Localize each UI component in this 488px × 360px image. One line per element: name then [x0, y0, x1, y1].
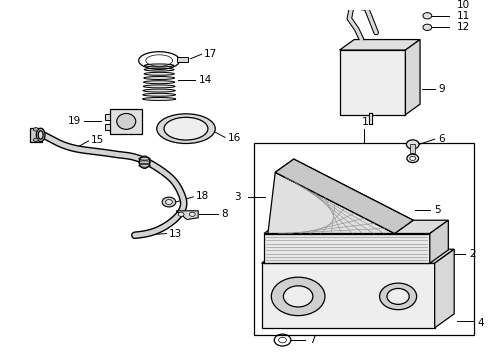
- Circle shape: [271, 277, 325, 316]
- Ellipse shape: [144, 64, 173, 67]
- Ellipse shape: [144, 72, 174, 75]
- Circle shape: [165, 199, 172, 204]
- Circle shape: [422, 13, 431, 19]
- Ellipse shape: [142, 98, 175, 100]
- Circle shape: [406, 140, 418, 149]
- Text: 12: 12: [456, 22, 469, 32]
- Polygon shape: [339, 40, 419, 50]
- Text: 16: 16: [227, 134, 240, 143]
- Text: 15: 15: [91, 135, 104, 145]
- Bar: [177, 57, 187, 62]
- Circle shape: [178, 212, 183, 216]
- Ellipse shape: [38, 131, 43, 139]
- Polygon shape: [176, 211, 198, 220]
- Ellipse shape: [157, 114, 215, 144]
- Ellipse shape: [143, 89, 175, 92]
- Bar: [104, 124, 110, 130]
- Polygon shape: [434, 249, 453, 328]
- Text: 17: 17: [203, 49, 217, 59]
- Text: 3: 3: [234, 192, 241, 202]
- Text: 2: 2: [468, 249, 474, 259]
- Polygon shape: [264, 220, 447, 234]
- Ellipse shape: [163, 117, 207, 140]
- Text: 18: 18: [195, 191, 208, 201]
- Polygon shape: [267, 172, 394, 234]
- Polygon shape: [275, 159, 412, 234]
- Text: 19: 19: [68, 116, 81, 126]
- Text: 4: 4: [477, 318, 483, 328]
- Bar: [409, 144, 414, 153]
- Circle shape: [33, 138, 38, 141]
- Ellipse shape: [143, 85, 175, 88]
- Bar: [261, 263, 434, 328]
- Bar: [110, 109, 142, 134]
- Ellipse shape: [36, 128, 45, 141]
- Ellipse shape: [142, 93, 175, 96]
- Circle shape: [189, 212, 195, 216]
- Circle shape: [162, 197, 175, 207]
- Text: 10: 10: [456, 0, 469, 10]
- Circle shape: [422, 24, 431, 31]
- Text: 14: 14: [199, 75, 212, 85]
- Ellipse shape: [139, 156, 150, 168]
- Text: 6: 6: [437, 134, 444, 144]
- Polygon shape: [275, 159, 412, 234]
- Polygon shape: [405, 40, 419, 115]
- Ellipse shape: [143, 77, 174, 80]
- Ellipse shape: [144, 68, 174, 71]
- Circle shape: [379, 283, 416, 310]
- Text: 11: 11: [456, 11, 469, 21]
- Circle shape: [33, 127, 38, 131]
- Polygon shape: [429, 220, 447, 263]
- Bar: [30, 127, 42, 141]
- Bar: [254, 143, 473, 335]
- Text: 13: 13: [168, 229, 182, 239]
- Ellipse shape: [143, 81, 174, 84]
- Circle shape: [406, 154, 418, 163]
- Text: 9: 9: [437, 84, 444, 94]
- Polygon shape: [261, 249, 453, 263]
- Text: 7: 7: [308, 335, 315, 345]
- Ellipse shape: [117, 113, 136, 129]
- Circle shape: [409, 156, 415, 161]
- Text: 8: 8: [221, 209, 227, 219]
- Circle shape: [283, 286, 312, 307]
- Bar: [339, 50, 405, 115]
- Text: 5: 5: [433, 205, 439, 215]
- Circle shape: [386, 288, 408, 304]
- Text: 1: 1: [361, 117, 368, 127]
- Bar: [264, 234, 429, 263]
- Circle shape: [422, 1, 431, 8]
- Bar: [104, 114, 110, 120]
